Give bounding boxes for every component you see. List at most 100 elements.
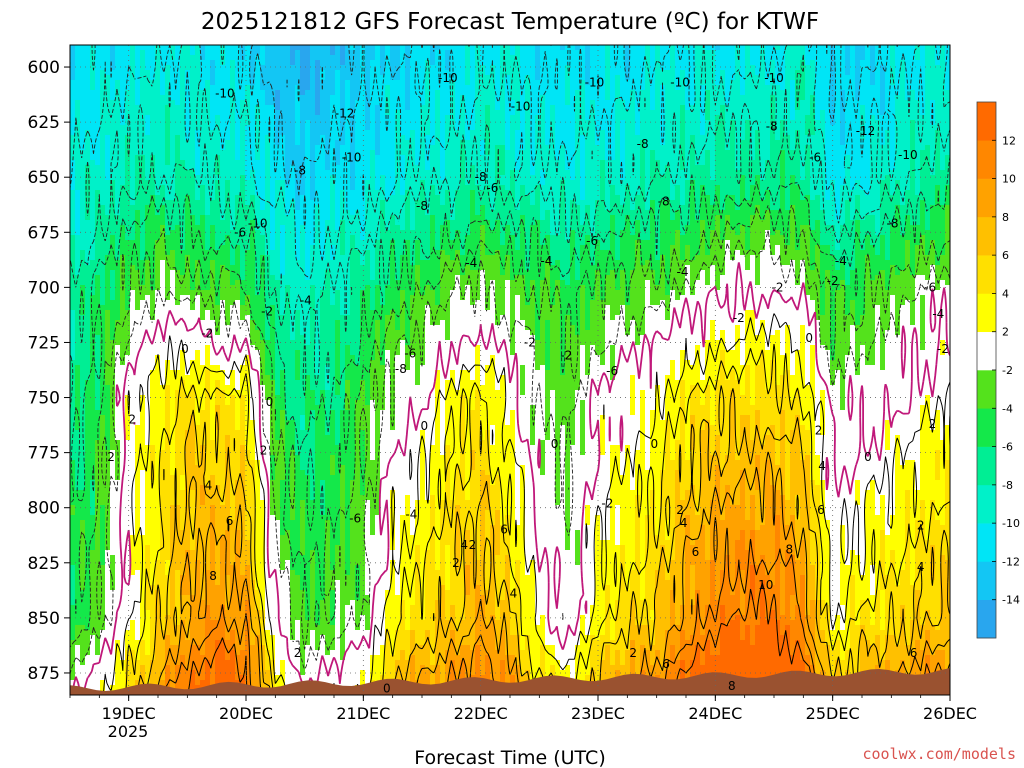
temperature-cell: [225, 115, 231, 121]
temperature-cell: [870, 140, 876, 146]
temperature-cell: [345, 125, 351, 131]
temperature-cell: [530, 115, 536, 121]
temperature-cell: [345, 60, 351, 66]
temperature-cell: [420, 125, 426, 131]
temperature-cell: [830, 100, 836, 106]
temperature-cell: [675, 100, 681, 106]
temperature-cell: [690, 145, 696, 151]
temperature-cell: [600, 95, 606, 101]
temperature-cell: [75, 45, 81, 51]
temperature-cell: [395, 70, 401, 76]
temperature-cell: [785, 70, 791, 76]
temperature-cell: [135, 75, 141, 81]
temperature-cell: [540, 50, 546, 56]
temperature-cell: [380, 160, 386, 166]
temperature-cell: [295, 45, 301, 51]
temperature-cell: [920, 55, 926, 61]
temperature-cell: [195, 160, 201, 166]
temperature-cell: [430, 140, 436, 146]
temperature-cell: [435, 145, 441, 151]
temperature-cell: [750, 150, 756, 156]
temperature-cell: [865, 175, 871, 181]
temperature-cell: [835, 150, 841, 156]
temperature-cell: [430, 110, 436, 116]
temperature-cell: [75, 180, 81, 186]
temperature-cell: [365, 185, 371, 191]
temperature-cell: [385, 145, 391, 151]
temperature-cell: [730, 100, 736, 106]
temperature-cell: [865, 125, 871, 131]
temperature-cell: [290, 70, 296, 76]
temperature-cell: [200, 165, 206, 171]
temperature-cell: [145, 145, 151, 151]
temperature-cell: [540, 140, 546, 146]
temperature-cell: [570, 65, 576, 71]
temperature-cell: [125, 115, 131, 121]
temperature-cell: [325, 145, 331, 151]
temperature-cell: [415, 50, 421, 56]
temperature-cell: [285, 90, 291, 96]
temperature-cell: [115, 135, 121, 141]
temperature-cell: [490, 155, 496, 161]
temperature-cell: [835, 145, 841, 151]
temperature-cell: [740, 80, 746, 86]
temperature-cell: [130, 180, 136, 186]
temperature-cell: [325, 170, 331, 176]
temperature-cell: [630, 100, 636, 106]
temperature-cell: [755, 125, 761, 131]
temperature-cell: [860, 50, 866, 56]
temperature-cell: [585, 145, 591, 151]
temperature-cell: [515, 85, 521, 91]
temperature-cell: [370, 120, 376, 126]
temperature-cell: [315, 115, 321, 121]
temperature-cell: [140, 70, 146, 76]
temperature-cell: [470, 45, 476, 51]
temperature-cell: [785, 80, 791, 86]
temperature-cell: [560, 50, 566, 56]
temperature-cell: [595, 155, 601, 161]
temperature-cell: [915, 95, 921, 101]
temperature-cell: [250, 100, 256, 106]
temperature-cell: [910, 55, 916, 61]
temperature-cell: [765, 170, 771, 176]
temperature-cell: [775, 95, 781, 101]
temperature-cell: [360, 70, 366, 76]
temperature-cell: [550, 145, 556, 151]
temperature-cell: [850, 105, 856, 111]
temperature-cell: [320, 185, 326, 191]
temperature-cell: [550, 180, 556, 186]
temperature-cell: [460, 70, 466, 76]
temperature-cell: [405, 165, 411, 171]
temperature-cell: [600, 135, 606, 141]
temperature-cell: [405, 125, 411, 131]
temperature-cell: [725, 45, 731, 51]
temperature-cell: [675, 90, 681, 96]
temperature-cell: [550, 125, 556, 131]
temperature-cell: [300, 105, 306, 111]
temperature-cell: [95, 90, 101, 96]
temperature-cell: [190, 85, 196, 91]
temperature-cell: [765, 140, 771, 146]
temperature-cell: [130, 70, 136, 76]
temperature-cell: [470, 70, 476, 76]
temperature-cell: [70, 145, 76, 151]
temperature-cell: [120, 100, 126, 106]
temperature-cell: [155, 130, 161, 136]
temperature-cell: [380, 180, 386, 186]
temperature-cell: [655, 120, 661, 126]
temperature-cell: [740, 50, 746, 56]
temperature-cell: [525, 110, 531, 116]
temperature-cell: [820, 55, 826, 61]
temperature-cell: [665, 95, 671, 101]
temperature-cell: [370, 150, 376, 156]
temperature-cell: [230, 170, 236, 176]
temperature-cell: [690, 50, 696, 56]
temperature-cell: [165, 140, 171, 146]
temperature-cell: [715, 100, 721, 106]
temperature-cell: [905, 160, 911, 166]
temperature-cell: [315, 120, 321, 126]
temperature-cell: [815, 120, 821, 126]
temperature-cell: [415, 55, 421, 61]
temperature-cell: [505, 130, 511, 136]
temperature-cell: [690, 155, 696, 161]
